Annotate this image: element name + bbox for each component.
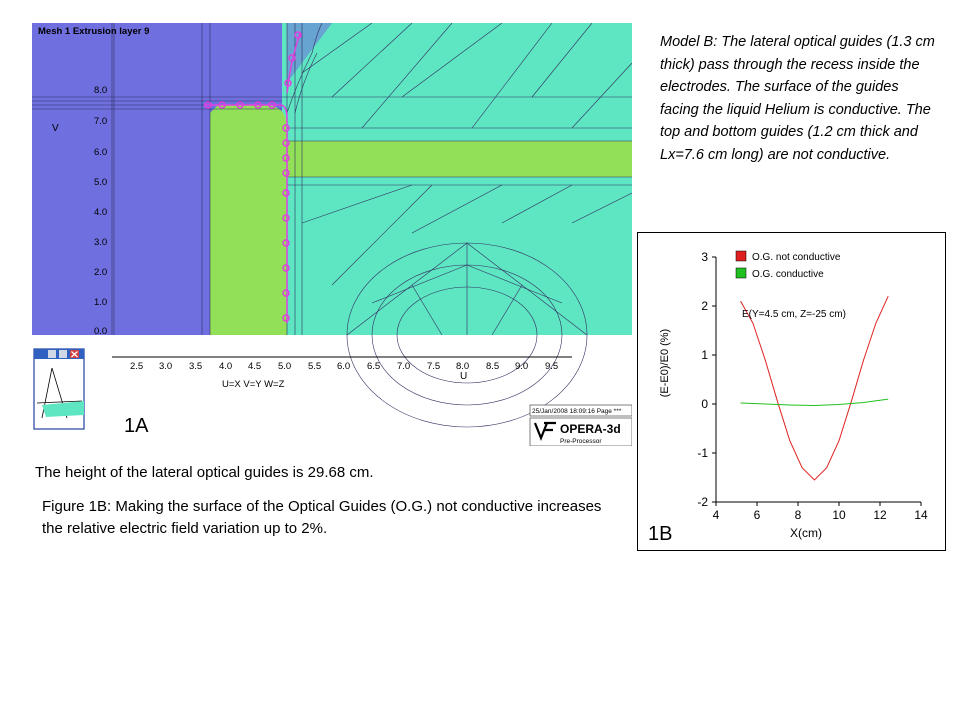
mesh-panel-1a: Mesh 1 Extrusion layer 9 V 8.0 7.0 6.0 5… xyxy=(32,22,633,447)
y-tick-label: 0 xyxy=(701,397,708,411)
boundary-markers xyxy=(204,31,302,323)
x-tick-label: 10 xyxy=(832,508,846,522)
mesh-x-tick: 9.0 xyxy=(515,361,528,372)
mesh-y-tick: 3.0 xyxy=(94,237,107,248)
legend-swatch-conductive xyxy=(735,267,747,279)
axis-mapping: U=X V=Y W=Z xyxy=(222,379,285,390)
mesh-y-tick: 6.0 xyxy=(94,147,107,158)
mesh-y-tick: 5.0 xyxy=(94,177,107,188)
vf-logo-icon xyxy=(533,421,556,441)
x-tick-label: 8 xyxy=(795,508,802,522)
y-axis-label: (E-E0)/E0 (%) xyxy=(659,329,671,397)
x-tick-label: 14 xyxy=(914,508,928,522)
mesh-y-tick: 0.0 xyxy=(94,326,107,337)
mesh-y-tick: 8.0 xyxy=(94,85,107,96)
chart-annotation: E(Y=4.5 cm, Z=-25 cm) xyxy=(742,309,846,320)
legend-label: O.G. conductive xyxy=(752,269,824,280)
mesh-header: Mesh 1 Extrusion layer 9 xyxy=(38,26,149,37)
optical-guide-horizontal xyxy=(287,141,632,177)
y-tick-label: 1 xyxy=(701,348,708,362)
mesh-x-tick: 6.5 xyxy=(367,361,380,372)
mesh-x-tick: 3.5 xyxy=(189,361,202,372)
chart-legend: O.G. not conductive O.G. conductive xyxy=(735,250,841,280)
mesh-x-ticks: 2.5 3.0 3.5 4.0 4.5 5.0 5.5 6.0 6.5 7.0 … xyxy=(130,361,558,372)
software-name: OPERA-3d xyxy=(560,422,621,436)
mesh-x-tick: 7.5 xyxy=(427,361,440,372)
timestamp: 25/Jan/2008 18:09:16 Page *** xyxy=(532,408,622,415)
y-tick-label: 3 xyxy=(701,250,708,264)
mesh-x-tick: 6.0 xyxy=(337,361,350,372)
opera-logo: OPERA-3d Pre-Processor xyxy=(529,417,633,447)
mesh-x-tick: 4.5 xyxy=(248,361,261,372)
legend-label: O.G. not conductive xyxy=(752,252,841,263)
optical-guide-vertical xyxy=(210,105,287,335)
series-line-1 xyxy=(740,398,889,406)
mesh-y-ticks: 8.0 7.0 6.0 5.0 4.0 3.0 2.0 1.0 0.0 xyxy=(94,85,107,337)
inset-window xyxy=(33,348,85,430)
mesh-view: Mesh 1 Extrusion layer 9 V 8.0 7.0 6.0 5… xyxy=(32,22,633,447)
mesh-x-tick: 8.0 xyxy=(456,361,469,372)
guide-height-caption: The height of the lateral optical guides… xyxy=(35,464,374,481)
mesh-x-tick: 5.5 xyxy=(308,361,321,372)
panel-label-1a: 1A xyxy=(124,415,149,437)
figure-1b-caption: Figure 1B: Making the surface of the Opt… xyxy=(42,498,602,537)
close-icon xyxy=(71,351,78,358)
y-tick-label: -2 xyxy=(697,495,708,509)
inset-maximize-button[interactable] xyxy=(59,350,67,358)
mesh-x-tick: 9.5 xyxy=(545,361,558,372)
model-b-caption: Model B: The lateral optical guides (1.3… xyxy=(660,34,935,163)
x-tick-label: 12 xyxy=(873,508,887,522)
mesh-x-tick: 5.0 xyxy=(278,361,291,372)
mesh-x-tick: 8.5 xyxy=(486,361,499,372)
series-line-0 xyxy=(740,295,889,481)
mesh-x-tick: 7.0 xyxy=(397,361,410,372)
mesh-y-tick: 2.0 xyxy=(94,267,107,278)
inset-minimize-button[interactable] xyxy=(48,350,56,358)
panel-label-1b: 1B xyxy=(648,523,673,545)
mesh-y-tick: 1.0 xyxy=(94,297,107,308)
medium-region xyxy=(282,23,632,335)
x-axis-label: X(cm) xyxy=(790,526,822,540)
mesh-lines xyxy=(32,22,633,428)
mesh-x-tick: 3.0 xyxy=(159,361,172,372)
mesh-x-tick: 4.0 xyxy=(219,361,232,372)
x-tick-label: 4 xyxy=(713,508,720,522)
software-module: Pre-Processor xyxy=(560,438,602,445)
mesh-y-tick: 7.0 xyxy=(94,116,107,127)
v-axis-letter: V xyxy=(52,123,59,134)
legend-swatch-not-conductive xyxy=(735,250,747,262)
y-tick-label: -1 xyxy=(697,446,708,460)
x-tick-label: 6 xyxy=(754,508,761,522)
mesh-x-tick: 2.5 xyxy=(130,361,143,372)
y-tick-label: 2 xyxy=(701,299,708,313)
chart-panel-1b: 3 2 1 0 -1 -2 4 6 8 10 12 14 (E-E0)/E0 (%) X(cm) E(… xyxy=(637,232,946,551)
mesh-y-tick: 4.0 xyxy=(94,207,107,218)
u-axis-letter: U xyxy=(460,371,467,382)
